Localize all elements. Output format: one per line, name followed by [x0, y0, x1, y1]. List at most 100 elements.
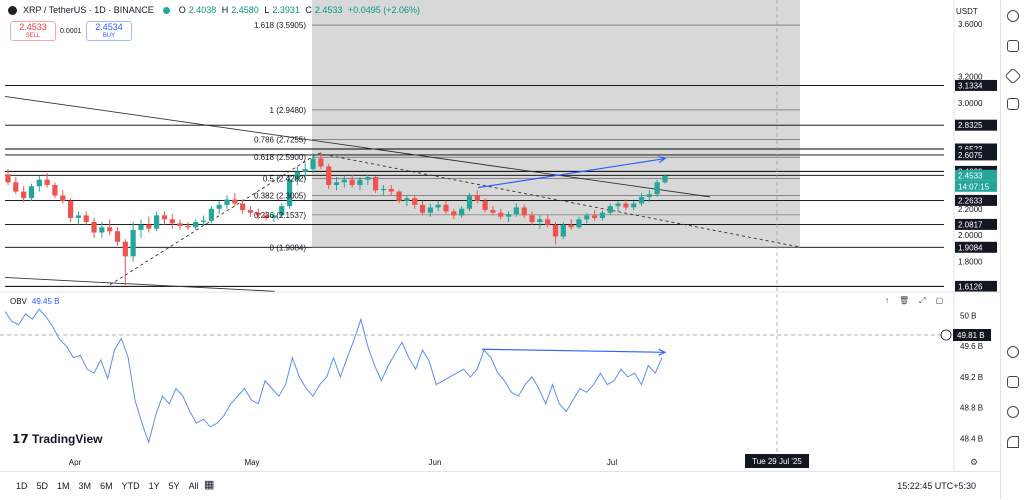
buy-label: BUY: [102, 33, 116, 39]
candle-body: [67, 200, 74, 219]
price-badge-label: 3.1334: [958, 81, 983, 90]
candle-body: [333, 182, 340, 185]
currency-selector[interactable]: USDT: [956, 7, 978, 16]
candle-body: [584, 215, 590, 220]
period-5y[interactable]: 5Y: [168, 481, 180, 491]
price-tick-label: 1.8000: [958, 258, 983, 267]
candle-body: [459, 208, 465, 216]
candle-body: [576, 219, 582, 228]
x-tick-label: Apr: [69, 458, 82, 467]
price-badge: [955, 280, 997, 292]
trendline: [4, 96, 711, 198]
period-3m[interactable]: 3M: [78, 481, 92, 491]
spread-value: 0.0001: [60, 28, 82, 35]
price-tick-label: 2.0000: [958, 231, 983, 240]
sell-label: SELL: [25, 33, 41, 39]
candle-body: [224, 199, 230, 205]
candle-body: [498, 212, 504, 217]
price-badge-label: 1.6126: [958, 282, 983, 291]
candle-body: [200, 220, 207, 222]
period-5d[interactable]: 5D: [36, 481, 49, 491]
close-label: C: [305, 5, 312, 15]
candle-body: [21, 191, 27, 199]
period-6m[interactable]: 6M: [100, 481, 113, 491]
sell-button[interactable]: 2.4533 SELL: [10, 21, 56, 41]
fib-label: 0.786 (2.7255): [254, 135, 306, 144]
fullscreen-icon[interactable]: ▢: [935, 296, 944, 305]
candle-body: [435, 204, 441, 208]
candle-body: [122, 241, 128, 257]
price-badge: [955, 241, 997, 253]
change-value: +0.0495 (+2.06%): [347, 5, 420, 15]
layers-icon[interactable]: [1004, 67, 1022, 85]
candle-body: [83, 215, 89, 222]
price-badge: [955, 194, 997, 206]
candle-body: [638, 196, 645, 204]
period-1m[interactable]: 1M: [57, 481, 70, 491]
candle-body: [294, 171, 300, 180]
candle-body: [505, 214, 512, 217]
calendar-icon[interactable]: [1007, 376, 1019, 388]
candle-body: [427, 207, 433, 213]
price-badge: [955, 119, 997, 131]
candle-body: [161, 215, 168, 220]
chevron-icon[interactable]: [1007, 10, 1019, 22]
obv-tick-label: 50 B: [960, 311, 976, 320]
candle-body: [341, 179, 347, 183]
candle-body: [271, 215, 277, 219]
candle-body: [232, 199, 238, 204]
price-tick-label: 3.6000: [958, 20, 983, 29]
candle-body: [466, 195, 473, 209]
price-badge: [955, 180, 997, 192]
close-value: 2.4533: [314, 5, 343, 15]
trash-icon[interactable]: 🗑: [899, 296, 910, 305]
candle-body: [482, 200, 488, 211]
candle-body: [185, 225, 191, 228]
candle-body: [373, 177, 379, 191]
calendar-range-icon[interactable]: ▦: [204, 479, 215, 491]
obv-line: [4, 308, 663, 445]
period-1d[interactable]: 1D: [16, 481, 28, 491]
brand-name: TradingView: [32, 432, 103, 446]
obv-legend[interactable]: OBV 49.45 B: [10, 297, 59, 306]
candle-body: [513, 207, 519, 215]
price-badge: [955, 79, 997, 91]
candle-body: [349, 179, 355, 185]
gauge-icon[interactable]: [1007, 346, 1019, 358]
sell-price: 2.4533: [19, 22, 47, 32]
bottom-toolbar: 1D 5D 1M 3M 6M YTD 1Y 5Y All ▦ 15:22:45 UTC+5:30: [0, 471, 1000, 500]
candle-body: [263, 215, 269, 219]
candle-body: [60, 195, 66, 201]
maximize-icon[interactable]: ⤢: [919, 296, 926, 305]
candle-body: [396, 191, 402, 201]
broadcast-icon[interactable]: [1007, 436, 1019, 448]
fib-label: 0 (1.9084): [270, 243, 307, 252]
candle-body: [615, 203, 621, 207]
low-label: L: [264, 5, 270, 15]
candle-body: [474, 195, 480, 201]
clock-icon[interactable]: [1007, 40, 1019, 52]
market-status-icon: [162, 6, 170, 14]
chat-icon[interactable]: [1007, 98, 1019, 110]
x-tick-label: May: [244, 458, 259, 467]
candle-body: [216, 204, 222, 209]
price-badge: [955, 169, 997, 181]
candle-body: [130, 229, 136, 257]
symbol-title[interactable]: XRP / TetherUS · 1D · BINANCE: [23, 5, 154, 15]
bell-icon[interactable]: [1007, 406, 1019, 418]
obv-trend-arrow: [481, 348, 666, 353]
period-ytd[interactable]: YTD: [121, 481, 140, 491]
candle-body: [646, 194, 652, 197]
right-toolbar: [1000, 0, 1024, 499]
candle-body: [302, 169, 308, 172]
candle-body: [552, 224, 559, 237]
candle-body: [91, 221, 97, 233]
period-1y[interactable]: 1Y: [148, 481, 160, 491]
buy-button[interactable]: 2.4534 BUY: [86, 21, 132, 41]
obv-badge: [953, 329, 991, 341]
period-selector: 1D 5D 1M 3M 6M YTD 1Y 5Y All: [16, 481, 199, 491]
clock-display[interactable]: 15:22:45 UTC+5:30: [897, 481, 976, 491]
period-all[interactable]: All: [188, 481, 199, 491]
move-up-icon[interactable]: ↑: [885, 296, 889, 305]
